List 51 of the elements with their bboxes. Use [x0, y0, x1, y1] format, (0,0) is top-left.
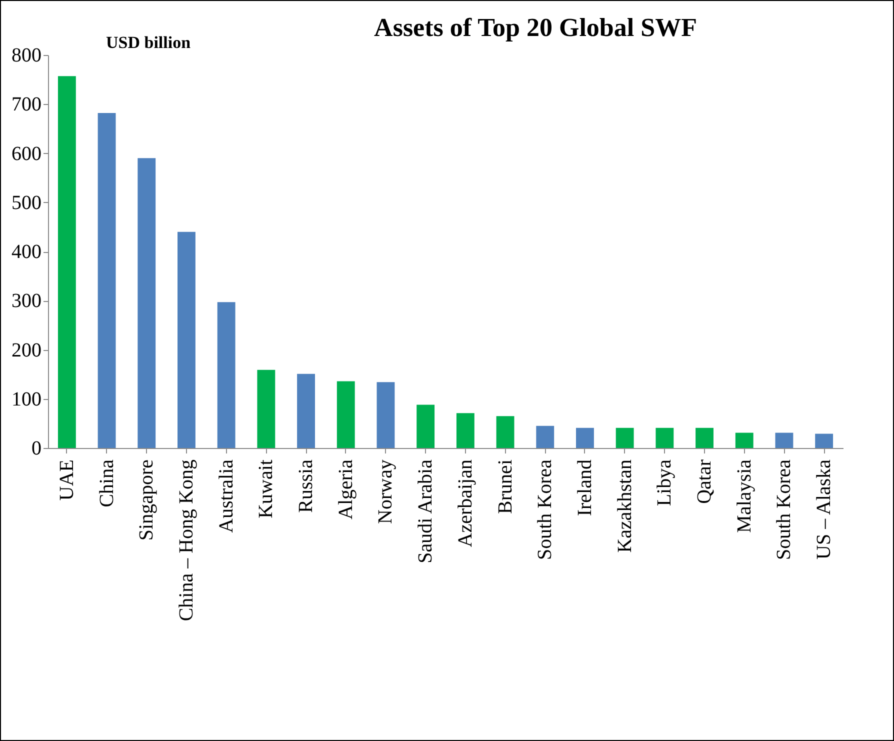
bar [138, 158, 156, 448]
bar [815, 434, 834, 448]
x-tick-label: Saudi Arabia [414, 459, 437, 564]
y-tick-label: 500 [12, 192, 42, 214]
bar [257, 370, 276, 448]
bar [58, 76, 76, 448]
bar [297, 374, 315, 448]
bar [376, 382, 395, 448]
bar [576, 428, 594, 448]
y-tick-label: 100 [12, 388, 42, 410]
x-tick-label: Azerbaijan [454, 460, 476, 548]
y-tick-label: 700 [12, 94, 42, 116]
x-tick-label: Ireland [574, 460, 596, 516]
bar [178, 232, 196, 448]
bar [696, 428, 714, 448]
x-tick-label: Libya [654, 459, 676, 506]
bar [656, 428, 674, 448]
x-tick-label: Malaysia [733, 459, 756, 533]
y-tick-label: 200 [12, 339, 42, 362]
x-tick-label: China [96, 459, 118, 508]
x-tick-label: UAE [56, 460, 78, 501]
bar [98, 112, 116, 448]
y-tick-label: 0 [32, 438, 42, 460]
bar [735, 432, 754, 448]
x-tick-label: US – Alaska [813, 459, 836, 560]
bar [616, 428, 634, 448]
y-tick-label: 600 [12, 142, 42, 165]
bar [536, 426, 554, 448]
bar [775, 432, 794, 448]
x-tick-label: China – Hong Kong [175, 460, 198, 622]
x-tick-label: Kuwait [255, 459, 278, 518]
x-tick-label: Russia [295, 459, 318, 513]
bar [217, 302, 236, 448]
bar [336, 381, 355, 448]
x-tick-label: Singapore [136, 459, 158, 541]
y-tick-label: 800 [12, 44, 42, 66]
x-tick-label: South Korea [773, 459, 796, 560]
x-tick-label: Qatar [694, 459, 716, 504]
chart-title: Assets of Top 20 Global SWF [374, 13, 697, 42]
y-tick-label: 400 [12, 241, 42, 263]
x-tick-label: Norway [374, 460, 397, 524]
bar [496, 416, 514, 448]
bar [456, 413, 474, 448]
text: USD billion [106, 33, 191, 53]
x-tick-label: South Korea [534, 459, 556, 560]
x-tick-label: Australia [215, 459, 238, 533]
bar [416, 404, 435, 448]
x-tick-label: Algeria [334, 459, 357, 520]
x-tick-label: Kazakhstan [614, 460, 636, 553]
x-tick-label: Brunei [494, 459, 516, 514]
y-tick-label: 300 [12, 290, 42, 312]
